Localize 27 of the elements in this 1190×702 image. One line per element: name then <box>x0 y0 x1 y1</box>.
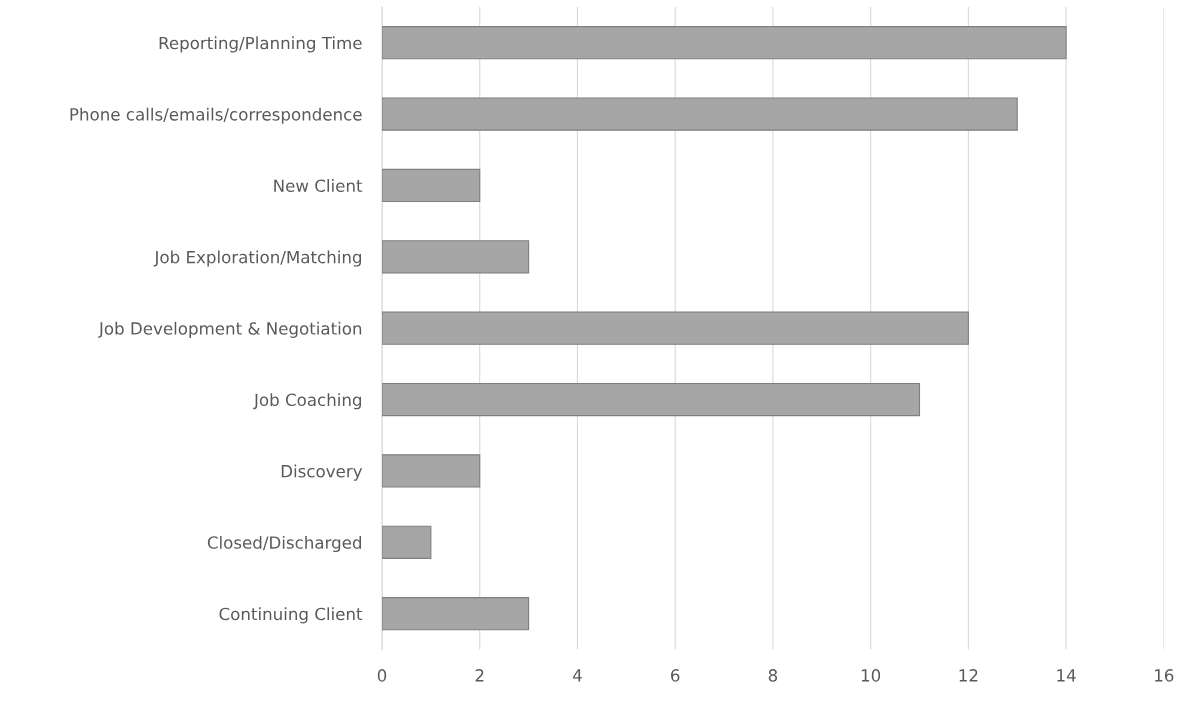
y-tick-label: Job Exploration/Matching <box>153 250 362 267</box>
bar <box>381 26 1067 60</box>
bar <box>381 311 969 345</box>
y-tick-label: Closed/Discharged <box>207 535 362 553</box>
y-tick-label: New Client <box>274 179 363 193</box>
bar <box>381 454 481 488</box>
bar <box>381 597 530 631</box>
y-tick-label: Continuing Client <box>219 607 363 624</box>
bar <box>381 168 481 203</box>
x-tick-label: 0 <box>377 669 387 682</box>
y-tick-label: Job Development & Negotiation <box>98 321 362 338</box>
y-tick-label: Job Coaching <box>253 393 362 410</box>
bar <box>381 525 432 559</box>
x-tick-label: 10 <box>861 669 881 682</box>
x-tick-label: 8 <box>768 669 778 682</box>
x-tick-label: 16 <box>1155 669 1174 682</box>
y-tick-label: Reporting/Planning Time <box>159 36 362 53</box>
y-tick-label: Phone calls/emails/correspondence <box>70 107 362 124</box>
x-tick-label: 4 <box>572 669 582 682</box>
x-tick-label: 2 <box>475 669 484 682</box>
x-tick-label: 12 <box>959 669 978 682</box>
x-tick-label: 14 <box>1057 669 1076 682</box>
bar <box>381 240 530 274</box>
x-tick-label: 6 <box>671 669 680 682</box>
y-tick-label: Discovery <box>281 464 363 481</box>
bar <box>381 97 1018 131</box>
bar <box>381 382 921 417</box>
